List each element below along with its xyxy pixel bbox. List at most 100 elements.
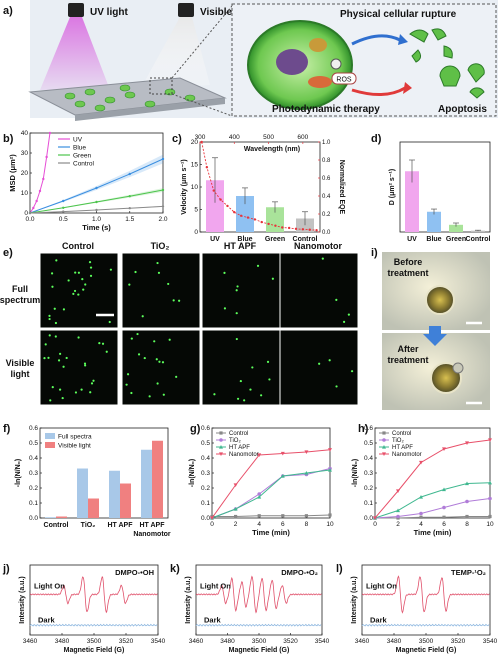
bar-visible — [88, 498, 99, 518]
fluorescence-tile — [279, 329, 359, 406]
dark-spectrum — [29, 623, 158, 627]
panel-g-full-spectrum-kinetics: g) 0 2 4 6 8 10 0.0 0.1 0.2 0.3 0.4 0.5 0.6 Time (min)… — [189, 423, 334, 537]
eqe-point — [226, 204, 229, 208]
plot-frame — [399, 141, 491, 233]
live-bacterium-dot — [213, 393, 216, 396]
y-axis-label: -ln(N/N₀) — [352, 459, 359, 487]
series-band-blue — [30, 154, 163, 213]
light-on-spectrum — [195, 575, 322, 614]
series-point — [280, 451, 285, 456]
y-tick-label: 0 — [194, 229, 198, 236]
dish-cell — [104, 96, 116, 104]
legend-marker — [219, 445, 223, 449]
eqe-point — [200, 140, 203, 144]
eqe-point — [219, 198, 222, 201]
category-label: Green — [446, 236, 466, 243]
visible-light-label: Visible light — [200, 7, 257, 18]
eqe-point — [267, 222, 270, 226]
right-tick-label: 0.4 — [322, 194, 331, 200]
y-tick-label: 0.3 — [201, 470, 210, 477]
live-bacterium-dot — [82, 288, 85, 291]
bar-visible — [152, 440, 163, 518]
x-tick-label: 3540 — [483, 638, 498, 645]
series-point — [161, 205, 165, 208]
series-point — [442, 505, 446, 510]
series-line — [374, 498, 491, 519]
series-point — [257, 495, 262, 499]
ros-label: ROS — [336, 77, 352, 84]
x-tick-label: 2 — [234, 521, 238, 528]
live-bacterium-dot — [239, 379, 242, 383]
series-point — [488, 514, 492, 519]
y-tick-label: 0.2 — [201, 485, 210, 492]
x-tick-label: 6 — [281, 521, 285, 528]
panel-d-letter: d) — [371, 133, 382, 145]
x-tick-label: 10 — [486, 521, 494, 528]
legend-swatch — [45, 442, 55, 448]
series-line — [375, 516, 490, 519]
x-tick-label: 3520 — [283, 638, 298, 645]
live-bacterium-dot — [48, 334, 51, 337]
series-point — [210, 516, 214, 520]
y-tick-label: 0.2 — [29, 485, 38, 492]
petri-dish-side — [75, 98, 225, 121]
legend-label: Nanomotor — [392, 452, 422, 458]
eqe-point — [301, 228, 305, 231]
live-bacterium-dot — [130, 337, 133, 340]
y-axis-label: -ln(N/N₀) — [15, 459, 22, 487]
series-point — [38, 189, 42, 193]
live-bacterium-dot — [54, 321, 58, 325]
series-point — [35, 199, 38, 203]
y-tick-label: 0.1 — [364, 500, 373, 507]
live-bacterium-dot — [141, 315, 144, 318]
x-tick-label: 3500 — [87, 638, 102, 645]
y-tick-label: 10 — [191, 184, 199, 191]
series-point — [488, 438, 492, 442]
x-tick-label: 4 — [257, 521, 261, 528]
live-bacterium-dot — [266, 360, 270, 363]
eqe-point — [246, 216, 250, 219]
x-tick-label: 6 — [442, 521, 446, 528]
live-bacterium-dot — [156, 382, 159, 385]
y-axis-label: MSD (μm²) — [8, 154, 17, 192]
live-bacterium-dot — [80, 388, 83, 391]
live-bacterium-dot — [47, 356, 50, 359]
visible-lamp-icon — [178, 3, 194, 17]
live-bacterium-dot — [321, 257, 324, 260]
live-bacterium-dot — [223, 307, 227, 310]
light-on-label: Light On — [200, 581, 231, 590]
live-bacterium-dot — [109, 268, 112, 271]
bar-uv — [206, 180, 224, 232]
panel-letter: g) — [190, 423, 201, 435]
live-bacterium-dot — [77, 271, 80, 274]
y-tick-label: 0.3 — [29, 470, 38, 477]
panel-f-bar-chart: f) 0.0 0.1 0.2 0.3 0.4 0.5 0.6 -ln(N/N₀) Control T… — [3, 423, 171, 538]
spectrum-title: DMPO-•O₂ — [281, 568, 318, 577]
zoom-box — [149, 77, 173, 95]
row-label-full-spectrum: Full spectrum — [0, 284, 40, 305]
x-tick-label: 0 — [373, 521, 377, 528]
x-tick-label: 3460 — [355, 638, 370, 645]
y-tick-label: 0.0 — [201, 515, 210, 522]
panel-e-fluorescence-grid: e) Control TiO₂ HT APF Nanomotor Full spe… — [0, 241, 359, 406]
y-axis-label: -ln(N/N₀) — [189, 459, 196, 487]
live-bacterium-dot — [235, 337, 238, 341]
organelle — [309, 38, 327, 52]
bar-green — [449, 224, 463, 232]
series-line — [211, 449, 331, 519]
live-bacterium-dot — [125, 383, 128, 386]
live-bacterium-dot — [156, 261, 159, 265]
live-bacterium-dot — [350, 370, 354, 373]
apoptosis-arrowhead — [403, 82, 412, 94]
fluorescence-tile — [279, 252, 359, 329]
live-bacterium-dot — [236, 285, 239, 288]
series-point — [42, 177, 45, 181]
x-tick-label: 2.0 — [158, 216, 167, 223]
series-point — [95, 200, 98, 204]
down-arrow-icon — [423, 326, 447, 346]
series-line — [374, 482, 491, 519]
live-bacterium-dot — [172, 299, 175, 302]
y-tick-label: 30 — [21, 150, 29, 157]
ruptured-cell-fragments — [409, 28, 453, 63]
y-tick-label: 0.3 — [364, 470, 373, 477]
